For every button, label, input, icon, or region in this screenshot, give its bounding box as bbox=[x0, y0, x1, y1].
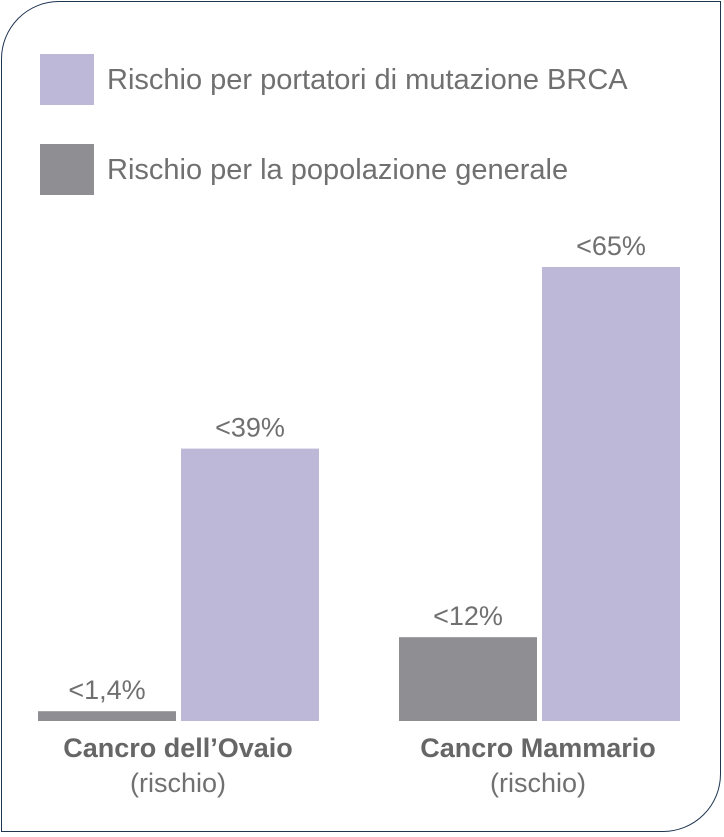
value-labels-group: <1,4% <39% <12% <65% bbox=[68, 231, 646, 705]
legend-swatch-general bbox=[40, 144, 94, 195]
value-label-ovaio-general: <1,4% bbox=[68, 675, 145, 705]
bar-ovaio-brca bbox=[181, 448, 319, 721]
bar-ovaio-general bbox=[38, 711, 176, 721]
legend-label-general: Rischio per la popolazione generale bbox=[107, 154, 568, 186]
category-sublabel-ovaio: (rischio) bbox=[130, 768, 226, 798]
category-label-mammario: Cancro Mammario bbox=[420, 733, 656, 763]
value-label-mammario-brca: <65% bbox=[576, 231, 646, 261]
value-label-ovaio-brca: <39% bbox=[215, 413, 285, 443]
legend-swatch-brca bbox=[40, 54, 94, 105]
value-label-mammario-general: <12% bbox=[433, 601, 503, 631]
legend-label-brca: Rischio per portatori di mutazione BRCA bbox=[107, 64, 628, 96]
category-labels-group: Cancro dell’Ovaio (rischio) Cancro Mammari… bbox=[63, 733, 656, 798]
bar-mammario-brca bbox=[542, 267, 680, 721]
bar-mammario-general bbox=[399, 637, 537, 721]
legend: Rischio per portatori di mutazione BRCA R… bbox=[40, 54, 628, 195]
category-label-ovaio: Cancro dell’Ovaio bbox=[63, 733, 293, 763]
category-sublabel-mammario: (rischio) bbox=[490, 768, 586, 798]
bars-group bbox=[38, 267, 680, 721]
